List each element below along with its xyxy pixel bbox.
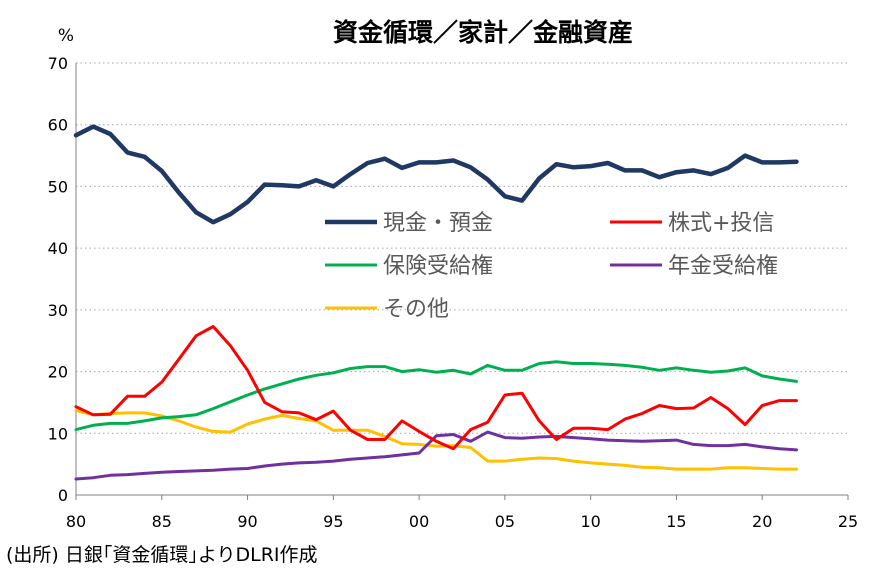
- y-tick-label: 0: [58, 486, 68, 505]
- legend-label: その他: [383, 297, 449, 322]
- y-tick-label: 50: [48, 177, 68, 196]
- source-note: (出所) 日銀｢資金循環｣よりDLRI作成: [6, 544, 318, 566]
- x-tick-label: 15: [666, 512, 686, 531]
- legend-label: 保険受給権: [383, 254, 493, 279]
- series-line-3: [74, 360, 798, 432]
- series-line-1: [73, 124, 799, 225]
- chart-title: 資金循環／家計／金融資産: [333, 18, 633, 47]
- legend-label: 現金・預金: [383, 211, 493, 236]
- x-tick-label: 05: [495, 512, 515, 531]
- y-tick-label: 10: [48, 424, 68, 443]
- series-line-4: [74, 430, 798, 481]
- x-tick-label: 00: [409, 512, 429, 531]
- x-tick-label: 95: [323, 512, 343, 531]
- series-line-2: [74, 325, 798, 451]
- axes: 0 10 20 30 40 50 60 70 80 85 90 95 00 05 10 15 20 25: [48, 54, 859, 531]
- x-tick-label: 20: [752, 512, 772, 531]
- series-lines: [73, 124, 799, 481]
- x-tick-label: 85: [152, 512, 172, 531]
- y-tick-label: 60: [48, 116, 68, 135]
- legend-label: 年金受給権: [668, 254, 778, 279]
- x-tick-label: 90: [237, 512, 257, 531]
- series-line-5: [74, 409, 798, 471]
- x-tick-label: 80: [66, 512, 86, 531]
- y-tick-label: 20: [48, 363, 68, 382]
- x-tick-label: 10: [580, 512, 600, 531]
- y-tick-label: 30: [48, 301, 68, 320]
- x-tick-label: 25: [838, 512, 858, 531]
- y-axis-unit: %: [58, 26, 74, 46]
- y-tick-label: 40: [48, 239, 68, 258]
- gridlines: [76, 62, 848, 434]
- legend-label: 株式+投信: [668, 211, 774, 236]
- y-tick-label: 70: [48, 54, 68, 73]
